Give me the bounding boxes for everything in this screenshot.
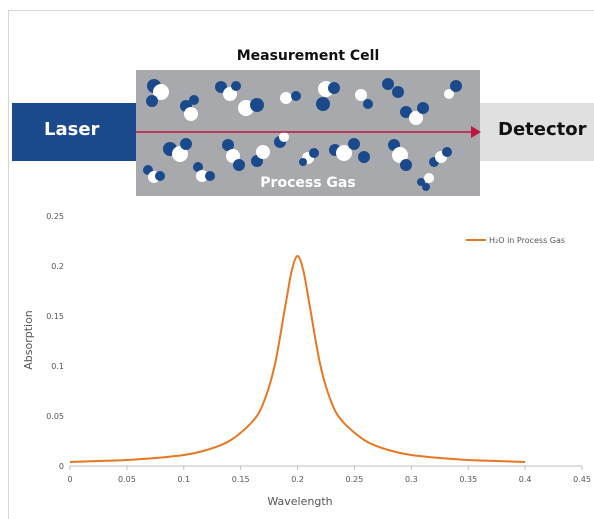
molecule-atom-light (238, 100, 254, 116)
molecule-atom-light (336, 145, 352, 161)
gas-molecules (143, 78, 462, 191)
x-tick-label: 0.3 (405, 475, 418, 484)
molecule-atom-dark (450, 80, 462, 92)
molecule-atom-light (226, 149, 240, 163)
molecule-atom-dark (180, 138, 192, 150)
molecule-atom-dark (291, 91, 301, 101)
molecule-atom-dark (442, 147, 452, 157)
y-axis-label: Absorption (22, 310, 35, 370)
x-tick-label: 0.45 (573, 475, 591, 484)
molecule-atom-dark (363, 99, 373, 109)
molecule-atom-dark (215, 81, 227, 93)
cell-body (136, 70, 480, 196)
series-line-h2o (69, 254, 526, 463)
beam-arrowhead (471, 126, 481, 138)
molecule-atom-light (355, 89, 367, 101)
molecule-atom-dark (299, 158, 307, 166)
molecule-atom-dark (250, 98, 264, 112)
molecule-atom-dark (189, 95, 199, 105)
molecule-atom-light (409, 111, 423, 125)
frame-top-border (8, 10, 594, 11)
molecule-atom-dark (231, 81, 241, 91)
molecule-atom-light (392, 147, 408, 163)
x-tick-label: 0.1 (177, 475, 190, 484)
molecule-atom-dark (155, 171, 165, 181)
molecule-atom-dark (422, 183, 430, 191)
molecule-atom-light (172, 146, 188, 162)
molecule-atom-dark (417, 102, 429, 114)
molecule-atom-dark (400, 106, 412, 118)
molecule-atom-light (153, 84, 169, 100)
molecule-atom-dark (222, 139, 234, 151)
molecule-atom-dark (392, 86, 404, 98)
x-tick-label: 0.25 (346, 475, 364, 484)
y-tick-label: 0.15 (46, 312, 64, 321)
y-tick-label: 0.1 (51, 362, 64, 371)
molecule-atom-dark (348, 138, 360, 150)
chart-axes (69, 465, 583, 470)
molecule-atom-dark (309, 148, 319, 158)
molecule-atom-light (196, 170, 208, 182)
molecule-atom-dark (316, 97, 330, 111)
y-tick-label: 0.05 (46, 412, 64, 421)
molecule-atom-dark (233, 159, 245, 171)
y-tick-label: 0.2 (51, 262, 64, 271)
molecule-atom-light (279, 132, 289, 142)
molecule-atom-light (280, 92, 292, 104)
molecule-atom-light (184, 107, 198, 121)
molecule-atom-dark (382, 78, 394, 90)
x-tick-label: 0.05 (118, 475, 136, 484)
molecule-atom-dark (400, 159, 412, 171)
x-tick-label: 0 (67, 475, 72, 484)
laser-block (12, 103, 136, 161)
x-tick-labels: 0 0.05 0.1 0.15 0.2 0.25 0.3 0.35 0.4 0.45 (67, 475, 590, 484)
molecule-atom-light (256, 145, 270, 159)
detector-label: Detector (498, 119, 587, 140)
y-tick-label: 0.25 (46, 212, 64, 221)
detector-block (480, 103, 594, 161)
x-tick-label: 0.4 (519, 475, 532, 484)
laser-label: Laser (44, 119, 100, 140)
molecule-atom-dark (193, 162, 203, 172)
y-tick-labels: 0 0.05 0.1 0.15 0.2 0.25 (46, 212, 64, 471)
frame-left-border (8, 10, 9, 519)
molecule-atom-dark (146, 95, 158, 107)
molecule-atom-light (424, 173, 434, 183)
molecule-atom-light (444, 89, 454, 99)
legend-entry: H₂O in Process Gas (489, 236, 565, 245)
molecule-atom-light (223, 87, 237, 101)
molecule-atom-dark (417, 178, 425, 186)
x-axis-label: Wavelength (267, 495, 332, 508)
x-tick-label: 0.2 (291, 475, 304, 484)
x-tick-label: 0.35 (459, 475, 477, 484)
x-tick-label: 0.15 (232, 475, 250, 484)
molecule-atom-dark (205, 171, 215, 181)
molecule-atom-dark (358, 151, 370, 163)
process-gas-label: Process Gas (260, 175, 355, 191)
molecule-atom-dark (328, 82, 340, 94)
measurement-cell: Process Gas (136, 70, 481, 196)
cell-title: Measurement Cell (236, 48, 380, 64)
y-tick-label: 0 (59, 462, 64, 471)
